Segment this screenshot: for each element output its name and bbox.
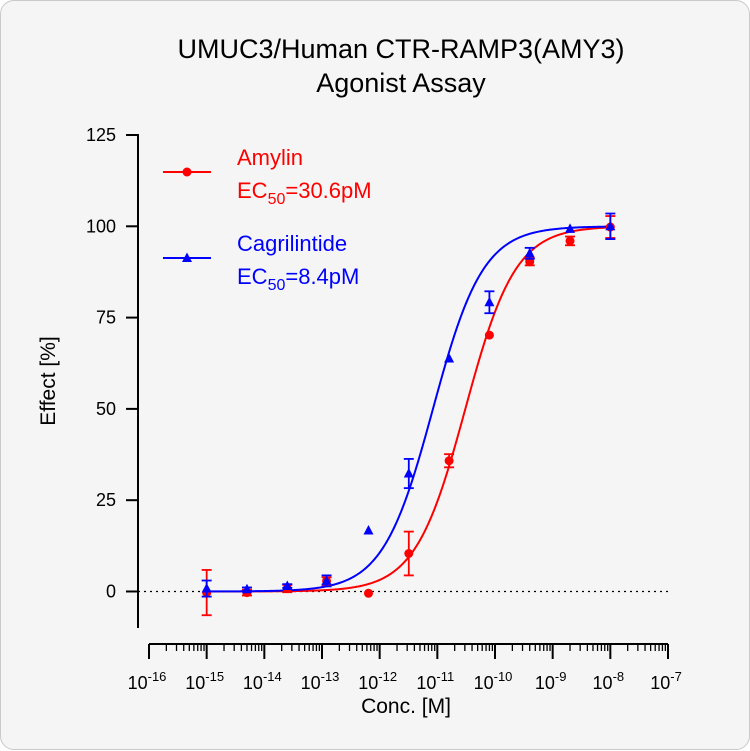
x-axis-label: Conc. [M]: [361, 695, 451, 718]
point-amylin: [363, 588, 373, 598]
x-tick-label: 10-13: [301, 669, 340, 693]
y-tick-label: 125: [86, 125, 116, 145]
point-cagrilintide: [282, 580, 293, 591]
y-tick-label: 0: [106, 581, 116, 601]
x-tick-label: 10-10: [474, 669, 513, 693]
x-tick-exponent: -14: [263, 669, 282, 684]
x-tick-label: 10-7: [650, 669, 682, 693]
ec50-prefix: EC: [237, 264, 268, 289]
x-tick-base: 10: [416, 673, 436, 693]
x-tick-base: 10: [593, 673, 613, 693]
point-cagrilintide: [403, 468, 414, 478]
y-tick-label: 75: [96, 308, 116, 328]
legend-ec50-amylin: EC50=30.6pM: [237, 178, 372, 208]
x-tick-exponent: -15: [205, 669, 224, 684]
point-amylin: [565, 236, 575, 246]
x-tick-label: 10-14: [243, 669, 282, 693]
x-tick-label: 10-12: [358, 669, 397, 693]
point-cagrilintide: [524, 247, 535, 258]
x-tick-exponent: -9: [555, 669, 567, 684]
chart-title: UMUC3/Human CTR-RAMP3(AMY3): [177, 34, 624, 64]
x-tick-base: 10: [535, 673, 555, 693]
x-tick-label: 10-9: [535, 669, 567, 693]
x-tick-exponent: -16: [148, 669, 167, 684]
x-tick-exponent: -11: [436, 669, 454, 684]
x-tick-base: 10: [185, 673, 205, 693]
point-cagrilintide: [605, 220, 616, 231]
x-tick-exponent: -12: [378, 669, 397, 684]
point-cagrilintide: [241, 583, 252, 594]
x-tick-base: 10: [243, 673, 263, 693]
legend-label-cagrilintide: Cagrilintide: [237, 231, 347, 256]
point-cagrilintide: [484, 296, 495, 307]
ec50-sub: 50: [268, 277, 286, 294]
point-cagrilintide: [201, 583, 212, 593]
x-tick-label: 10-16: [128, 669, 167, 693]
x-tick-exponent: -8: [613, 669, 625, 684]
ec50-prefix: EC: [237, 178, 268, 203]
y-axis-label: Effect [%]: [37, 336, 60, 426]
point-amylin: [444, 456, 454, 466]
ec50-suffix: =30.6pM: [285, 178, 371, 203]
x-tick-exponent: -10: [494, 669, 513, 684]
point-cagrilintide: [363, 524, 374, 535]
legend-label-amylin: Amylin: [237, 145, 303, 170]
x-tick-label: 10-15: [185, 669, 224, 693]
point-amylin: [484, 330, 494, 340]
x-tick-label: 10-11: [416, 669, 454, 693]
fit-curve-cagrilintide: [206, 225, 611, 593]
chart-subtitle: Agonist Assay: [316, 68, 486, 98]
legend-marker-amylin: [182, 167, 192, 177]
x-tick-label: 10-8: [593, 669, 625, 693]
point-amylin: [404, 549, 414, 559]
x-tick-base: 10: [358, 673, 378, 693]
y-tick-label: 25: [96, 490, 116, 510]
x-tick-exponent: -7: [670, 669, 682, 684]
ec50-sub: 50: [268, 191, 286, 208]
point-cagrilintide: [444, 352, 455, 363]
x-tick-base: 10: [301, 673, 321, 693]
point-cagrilintide: [321, 575, 332, 585]
legend-ec50-cagrilintide: EC50=8.4pM: [237, 264, 359, 294]
data-points: [201, 212, 616, 617]
x-tick-base: 10: [474, 673, 494, 693]
y-tick-label: 100: [86, 216, 116, 236]
legend-marker-cagrilintide: [182, 252, 192, 262]
point-cagrilintide: [565, 223, 576, 233]
ec50-suffix: =8.4pM: [285, 264, 359, 289]
x-tick-base: 10: [650, 673, 670, 693]
x-tick-base: 10: [128, 673, 148, 693]
y-tick-label: 50: [96, 399, 116, 419]
x-tick-exponent: -13: [321, 669, 340, 684]
